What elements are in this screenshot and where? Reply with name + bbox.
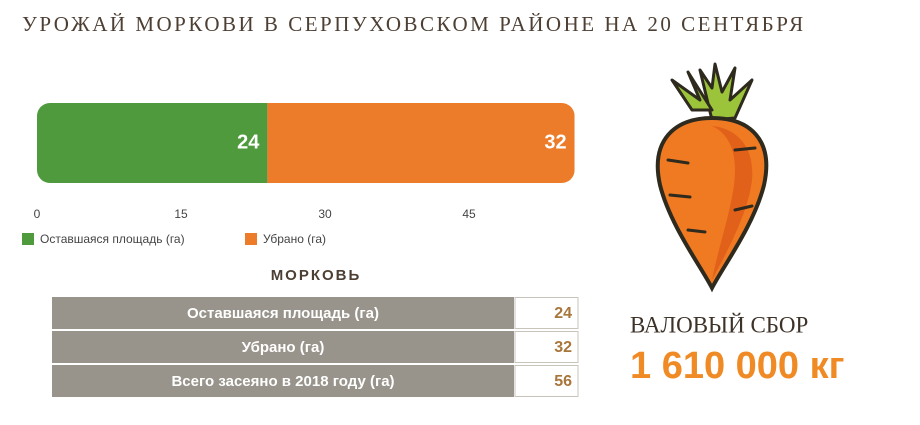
table-value-cell [514,331,579,363]
table-row-label: Оставшаяся площадь (га) [187,305,379,322]
table-label-cell [52,331,514,363]
total-value: 1 610 000 кг [630,345,844,387]
legend-label: Оставшаяся площадь (га) [40,232,185,246]
x-tick-label: 0 [34,207,41,221]
table-row-value: 32 [554,339,572,356]
total-label: ВАЛОВЫЙ СБОР [630,312,808,337]
legend-label: Убрано (га) [263,232,326,246]
table-title: МОРКОВЬ [271,267,362,284]
bar-segment [37,103,268,183]
carrot-icon [655,62,769,293]
bar-segment [267,103,575,183]
table-row-value: 56 [554,373,572,390]
table-label-cell [52,365,514,397]
table-row-value: 24 [554,305,572,322]
legend-swatch [245,233,257,245]
legend-swatch [22,233,34,245]
table-value-cell [514,297,579,329]
x-tick-label: 15 [174,207,188,221]
value-label: 32 [544,131,566,153]
table-row-label: Убрано (га) [242,339,325,356]
table-label-cell [52,297,514,329]
x-tick-label: 45 [462,207,476,221]
value-label: 24 [237,131,260,153]
x-tick-label: 30 [318,207,332,221]
table-row-label: Всего засеяно в 2018 году (га) [171,373,394,390]
chart-title: УРОЖАЙ МОРКОВИ В СЕРПУХОВСКОМ РАЙОНЕ НА … [22,12,806,36]
table-value-cell [514,365,579,397]
